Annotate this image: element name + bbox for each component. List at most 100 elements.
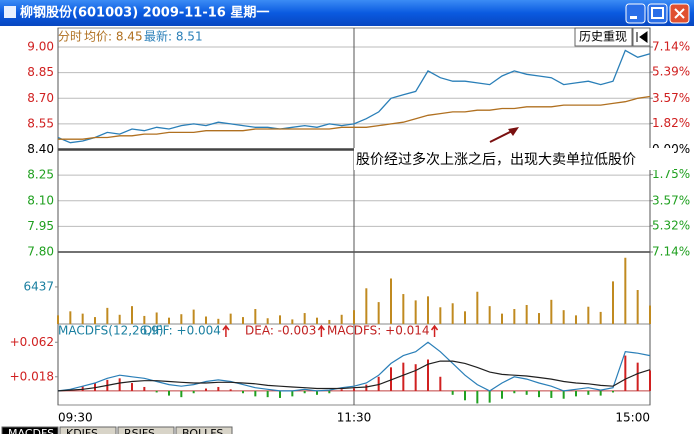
macd-bar	[624, 355, 627, 391]
volume-bar	[353, 310, 355, 324]
tab-label[interactable]: KDJFS	[66, 427, 98, 434]
macd-bar	[168, 390, 170, 396]
y2-tick-label: 7.14%	[652, 40, 690, 54]
volume-bar	[636, 290, 639, 324]
macd-bar	[328, 390, 331, 394]
y2-tick-label: 5.39%	[652, 65, 690, 79]
x-tick-label: 09:30	[58, 411, 93, 425]
macd-bar	[81, 386, 84, 391]
volume-bar	[131, 306, 133, 324]
volume-bar	[562, 310, 565, 324]
macd-bar	[390, 367, 392, 391]
macd-bar	[451, 390, 454, 395]
macd-bar	[155, 390, 158, 393]
annotation-arrow-head	[508, 127, 519, 136]
y-tick-label: 8.10	[27, 193, 54, 207]
macd-bar	[599, 390, 602, 396]
macd-bar	[205, 388, 207, 391]
maximize-button[interactable]	[647, 3, 668, 24]
volume-bar	[464, 311, 466, 324]
volume-bar	[427, 296, 429, 324]
y2-tick-label: 3.57%	[652, 91, 690, 105]
tab-label[interactable]: MACDFS	[8, 427, 54, 434]
tab[interactable]	[175, 426, 233, 434]
x-tick-label: 15:00	[615, 411, 650, 425]
volume-bar	[118, 314, 121, 324]
macd-bar	[217, 386, 220, 391]
volume-bar	[390, 278, 392, 324]
window-title: 柳钢股份(601003) 2009-11-16 星期一	[20, 5, 269, 21]
volume-bar	[624, 257, 627, 324]
annotation-box	[354, 148, 674, 170]
mode-label: 分时	[58, 30, 82, 44]
y2-tick-label: 1.75%	[652, 167, 690, 181]
macd-bar	[587, 390, 590, 395]
volume-bar	[525, 304, 528, 324]
history-button-label[interactable]: 历史重现	[579, 30, 627, 44]
y-tick-label: 9.00	[27, 40, 54, 54]
volume-bar	[242, 317, 244, 324]
volume-bar	[266, 318, 269, 324]
volume-bar	[488, 306, 491, 324]
price-line-avg	[58, 95, 651, 140]
macd-bar	[266, 390, 269, 398]
volume-bar	[513, 309, 516, 324]
tab[interactable]	[1, 426, 59, 434]
volume-bar	[365, 288, 368, 324]
legend-arrow	[430, 324, 439, 337]
volume-bar	[340, 314, 343, 324]
app-icon	[4, 6, 16, 18]
close-button[interactable]	[669, 3, 690, 24]
avg-label: 均价: 8.45	[84, 30, 143, 44]
volume-bar	[229, 313, 232, 324]
legend-arrow	[222, 324, 230, 337]
macd-bar	[488, 390, 491, 403]
volume-bar	[451, 303, 454, 324]
macd-legend: DEA: -0.003	[245, 324, 316, 338]
volume-bar	[501, 313, 503, 324]
minimize-button[interactable]	[625, 3, 646, 24]
volume-tick-label: 6437	[23, 279, 54, 293]
volume-bar	[587, 306, 590, 324]
macd-legend: MACDFS(12,26,9)	[58, 324, 163, 338]
macd-bar	[229, 389, 232, 391]
annotation-arrow	[489, 129, 515, 143]
macd-bar	[279, 390, 281, 398]
macd-tick-label: +0.018	[10, 369, 54, 383]
y-tick-label: 8.25	[27, 168, 54, 182]
macd-line	[57, 341, 651, 392]
macd-bar	[636, 362, 639, 391]
macd-bar	[242, 390, 244, 394]
y-tick-label: 8.40	[27, 142, 54, 156]
macd-bar	[377, 376, 380, 391]
macd-bar	[254, 390, 257, 397]
tab-label[interactable]: BOLLFS	[182, 427, 223, 434]
volume-bar	[649, 305, 651, 324]
macd-bar	[180, 390, 183, 398]
volume-bar	[94, 317, 96, 324]
macd-bar	[303, 390, 306, 394]
macd-tick-label: +0.062	[10, 335, 54, 349]
volume-bar	[217, 318, 220, 324]
macd-bar	[538, 390, 540, 398]
macd-bar	[291, 390, 294, 397]
history-button[interactable]: 历史重现	[574, 27, 651, 47]
macd-bar	[340, 389, 343, 391]
tab[interactable]	[59, 426, 117, 434]
macd-bar	[649, 370, 651, 391]
tab-label[interactable]: RSIFS	[124, 427, 155, 434]
macd-bar	[353, 388, 355, 391]
annotation: 股价经过多次上涨之后，出现大卖单拉低股价	[356, 151, 636, 168]
volume-bar	[612, 281, 614, 324]
macd-legend: MACDFS: +0.014	[327, 324, 430, 338]
macd-bar	[427, 359, 429, 391]
volume-bar	[476, 291, 479, 324]
price-line-price	[57, 49, 651, 144]
volume-bar	[168, 317, 170, 324]
macd-bar	[550, 390, 553, 398]
tab[interactable]	[117, 426, 175, 434]
volume-bar	[155, 312, 158, 324]
y2-tick-label: 1.82%	[652, 116, 690, 130]
title-bar	[0, 0, 694, 26]
